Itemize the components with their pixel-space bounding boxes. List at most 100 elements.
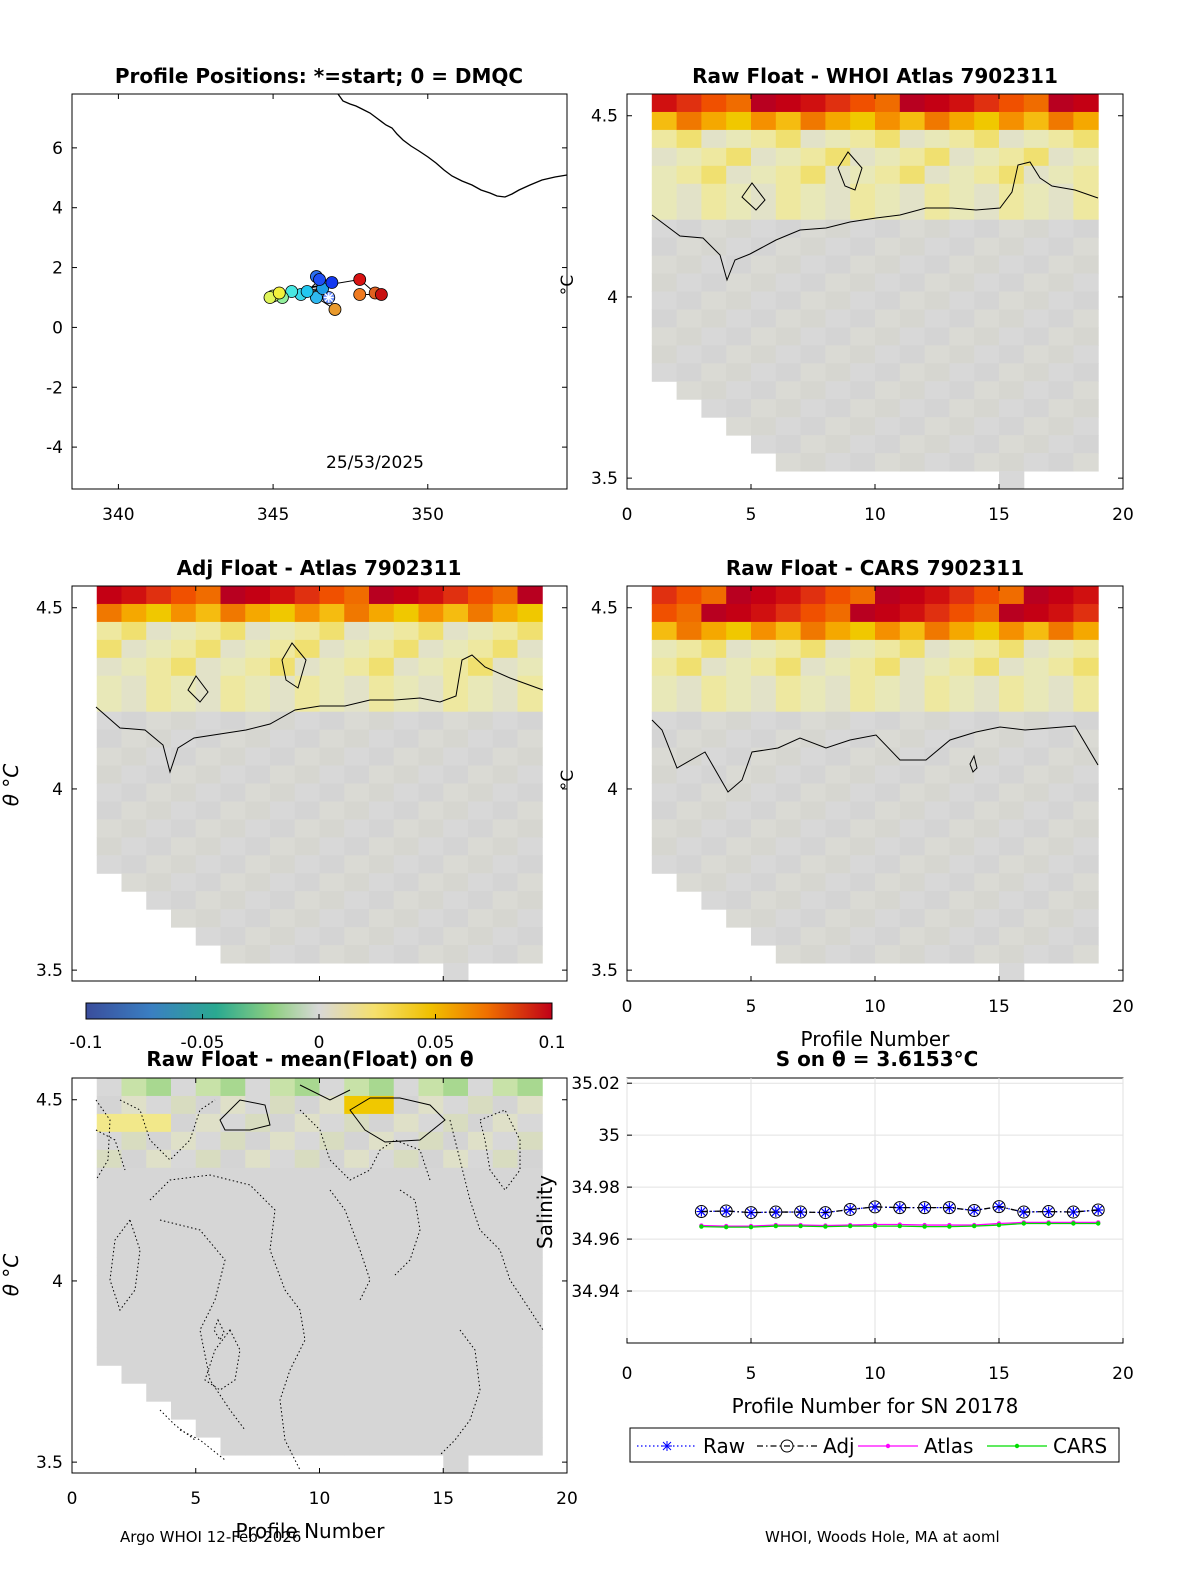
heatmap-cell bbox=[344, 1131, 370, 1151]
heatmap-cell bbox=[1023, 603, 1050, 623]
heatmap-cell bbox=[344, 1437, 370, 1456]
heatmap-cell bbox=[726, 309, 752, 328]
heatmap-cell bbox=[924, 399, 950, 418]
heatmap-cell bbox=[319, 1401, 345, 1420]
heatmap-cell bbox=[1048, 435, 1074, 454]
heatmap-cell bbox=[999, 201, 1025, 221]
heatmap-cell bbox=[899, 381, 926, 400]
heatmap-cell bbox=[344, 586, 370, 605]
y-tick-label: 4.5 bbox=[591, 599, 618, 619]
heatmap-cell bbox=[800, 873, 826, 892]
heatmap-cell bbox=[468, 909, 494, 928]
heatmap-cell bbox=[974, 147, 1000, 167]
heatmap-cell bbox=[1073, 909, 1099, 928]
legend-marker bbox=[885, 1443, 891, 1449]
cars-marker bbox=[1021, 1221, 1026, 1226]
heatmap-cell bbox=[751, 291, 777, 310]
heatmap-cell bbox=[701, 586, 727, 605]
heatmap-cell bbox=[949, 603, 975, 623]
heatmap-cell bbox=[899, 783, 926, 802]
profile-positions-map: Profile Positions: *=start; 0 = DMQC 340… bbox=[46, 64, 568, 525]
heatmap-cell bbox=[245, 747, 271, 767]
heatmap-cell bbox=[294, 1293, 320, 1312]
heatmap-cell bbox=[146, 693, 172, 713]
heatmap-cell bbox=[319, 586, 345, 605]
heatmap-cell bbox=[775, 873, 802, 892]
heatmap-cell bbox=[651, 639, 678, 659]
heatmap-cell bbox=[418, 1311, 444, 1330]
heatmap-cell bbox=[751, 273, 777, 292]
heatmap-cell bbox=[701, 819, 727, 838]
heatmap-cell bbox=[369, 1401, 395, 1420]
heatmap-cell bbox=[850, 363, 876, 382]
heatmap-cell bbox=[825, 255, 851, 275]
raw-float-whoi-atlas-panel: Raw Float - WHOI Atlas 7902311 3.544.50 5… bbox=[558, 64, 1134, 525]
x-tick-label: 20 bbox=[556, 1489, 578, 1509]
x-tick-label: 15 bbox=[988, 997, 1010, 1017]
heatmap-cell bbox=[468, 819, 494, 838]
heatmap-cell bbox=[949, 183, 975, 203]
heatmap-cell bbox=[1048, 417, 1074, 436]
heatmap-cell bbox=[1073, 165, 1099, 185]
heatmap-cell bbox=[171, 1275, 197, 1294]
heatmap-cell bbox=[974, 417, 1000, 436]
heatmap-cell bbox=[949, 675, 975, 695]
heatmap-cell bbox=[418, 1167, 444, 1187]
heatmap-cell bbox=[443, 1149, 469, 1169]
heatmap-cell bbox=[949, 417, 975, 436]
heatmap-cell bbox=[949, 255, 975, 275]
x-tick-label: 5 bbox=[746, 1364, 757, 1384]
heatmap-cell bbox=[999, 237, 1025, 257]
heatmap-cell bbox=[195, 1078, 221, 1097]
cars-marker bbox=[996, 1222, 1002, 1228]
heatmap-cell bbox=[1048, 639, 1074, 659]
colorbar-tick-label: 0.1 bbox=[538, 1033, 565, 1053]
legend-marker bbox=[662, 1441, 672, 1451]
heatmap-cell bbox=[974, 129, 1000, 149]
heatmap-cell bbox=[171, 1347, 197, 1366]
heatmap-cell bbox=[294, 945, 320, 964]
heatmap-cell bbox=[825, 675, 851, 695]
colorbar-tick-label: 0 bbox=[314, 1033, 325, 1053]
heatmap-cell bbox=[492, 693, 518, 713]
heatmap-cell bbox=[775, 927, 802, 946]
heatmap-cell bbox=[344, 783, 370, 802]
heatmap-cell bbox=[775, 237, 802, 257]
heatmap-cell bbox=[492, 1437, 518, 1456]
heatmap-cell bbox=[443, 855, 469, 874]
heatmap-cell bbox=[676, 111, 702, 131]
heatmap-cell bbox=[393, 1113, 419, 1133]
heatmap-cell bbox=[1023, 345, 1050, 364]
heatmap-cell bbox=[924, 381, 950, 400]
heatmap-cell bbox=[294, 1167, 320, 1187]
heatmap-cell bbox=[1073, 291, 1099, 310]
heatmap-cell bbox=[825, 111, 851, 131]
heatmap-cell bbox=[344, 1275, 370, 1294]
heatmap-cell bbox=[651, 801, 678, 820]
heatmap-cell bbox=[999, 855, 1025, 874]
heatmap-cell bbox=[121, 1131, 147, 1151]
heatmap-cell bbox=[924, 183, 950, 203]
heatmap-cell bbox=[121, 1329, 147, 1348]
profile-point bbox=[325, 276, 339, 289]
heatmap-cell bbox=[751, 219, 777, 239]
heatmap-cell bbox=[899, 345, 926, 364]
heatmap-cell bbox=[121, 621, 147, 641]
heatmap-cell bbox=[726, 165, 752, 185]
heatmap-cell bbox=[701, 693, 727, 713]
y-tick-label: 3.5 bbox=[36, 1453, 63, 1473]
heatmap-cell bbox=[468, 1437, 494, 1456]
heatmap-cell bbox=[443, 1185, 469, 1205]
heatmap-cell bbox=[751, 819, 777, 838]
heatmap-cell bbox=[924, 255, 950, 275]
heatmap-cell bbox=[369, 1239, 395, 1259]
heatmap-cell bbox=[899, 327, 926, 346]
heatmap-cell bbox=[146, 657, 172, 677]
heatmap-cell bbox=[344, 837, 370, 856]
heatmap-cell bbox=[369, 891, 395, 910]
heatmap-cell bbox=[751, 363, 777, 382]
heatmap-cell bbox=[344, 855, 370, 874]
heatmap-cell bbox=[443, 801, 469, 820]
heatmap-cell bbox=[899, 255, 926, 275]
heatmap-cell bbox=[245, 1383, 271, 1402]
